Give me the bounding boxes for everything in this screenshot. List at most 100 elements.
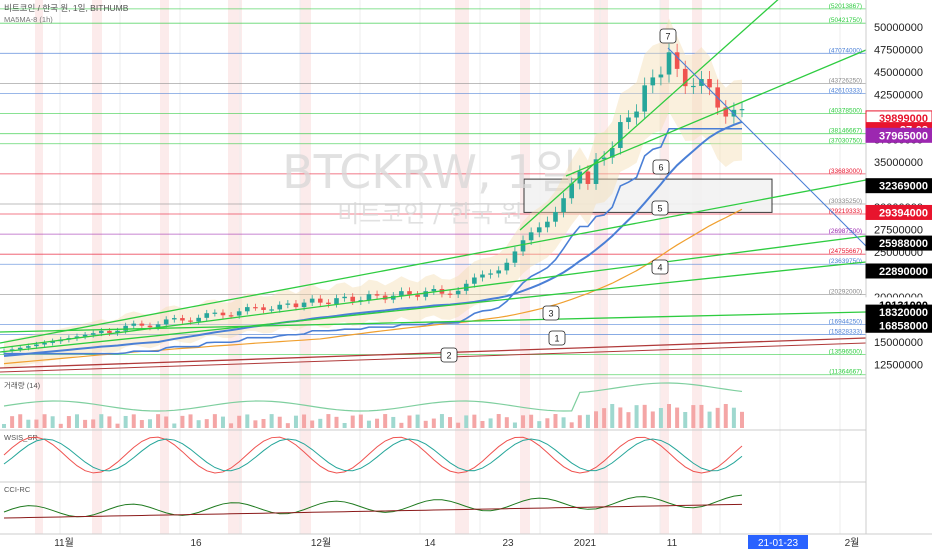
trend-line-green (0, 311, 867, 333)
volume-bar (91, 419, 96, 428)
volume-bar (699, 404, 704, 428)
volume-bar (383, 414, 388, 428)
watermark-symbol: BTCKRW, 1일 (282, 145, 578, 199)
candle-body (277, 304, 283, 310)
highlight-band (455, 0, 469, 534)
candle-body (123, 325, 128, 331)
candle-body (723, 107, 729, 117)
candle-body (253, 307, 258, 309)
time-tick-label: 23 (502, 538, 514, 549)
volume-bar (99, 414, 104, 428)
volume-bar (715, 407, 720, 428)
volume-bar (42, 414, 47, 428)
wave-label: 5 (657, 204, 662, 214)
time-tick-label: 12월 (311, 537, 331, 549)
level-label: (30335250) (829, 198, 862, 205)
candle-body (650, 77, 656, 86)
volume-bar (334, 416, 339, 428)
candle-body (626, 117, 631, 123)
level-label: (11364667) (829, 369, 862, 376)
wave-badge (651, 259, 669, 275)
volume-bar (253, 420, 258, 428)
candle-body (317, 298, 323, 303)
volume-bar (139, 420, 144, 428)
candle-body (415, 294, 420, 297)
candle-body (350, 296, 356, 302)
wave-badge (659, 28, 677, 44)
candle-body (374, 294, 380, 296)
highlight-band (160, 0, 169, 534)
volume-bar (472, 414, 477, 428)
candle-body (488, 273, 493, 275)
volume-bar (375, 418, 380, 428)
candle-body (569, 183, 574, 199)
price-tag-label: 25988000 (879, 238, 928, 250)
volume-bar (675, 407, 680, 428)
wave-label: 6 (658, 163, 663, 173)
candle-body (228, 315, 234, 317)
candle-body (618, 122, 623, 148)
candle-body (131, 323, 137, 326)
candle-body (115, 330, 120, 333)
volume-bar (650, 411, 655, 428)
wave-label: 3 (548, 309, 553, 319)
candle-body (577, 171, 583, 184)
date-tag-label: 21-01-23 (758, 538, 798, 549)
wave-badge (542, 305, 560, 321)
trend-line-red (0, 337, 867, 369)
volume-bar (439, 414, 444, 428)
level-label: (20292000) (829, 288, 862, 295)
level-label: (15828333) (829, 329, 862, 336)
volume-bar (585, 414, 590, 428)
level-label: (43726250) (829, 77, 862, 84)
highlight-band (92, 0, 102, 534)
candle-body (423, 291, 429, 297)
candle-body (285, 303, 291, 305)
candle-body (545, 221, 550, 228)
volume-bar (529, 414, 534, 428)
price-tag (865, 263, 932, 279)
volume-bar (74, 414, 79, 428)
candle-body (561, 198, 566, 213)
date-tag (748, 535, 808, 549)
volume-bar (245, 414, 250, 428)
volume-bar (302, 414, 307, 428)
volume-bar (448, 417, 453, 428)
price-tick-label: 42500000 (874, 90, 923, 102)
volume-bar (504, 417, 509, 428)
volume-bar (740, 411, 744, 428)
price-tag (865, 204, 932, 220)
volume-bar (569, 422, 574, 428)
watermark: BTCKRW, 1일 비트코인 / 한국 원 (282, 145, 578, 228)
candle-body (585, 171, 591, 184)
candle-body (691, 85, 696, 88)
candle-body (739, 109, 745, 111)
level-label: (16944250) (829, 319, 862, 326)
indicator-title: MA5MA-8 (1h) (4, 15, 53, 24)
candle-body (212, 312, 218, 314)
wave-label: 2 (446, 351, 451, 361)
time-tick-label: 11 (667, 538, 678, 549)
highlight-band (35, 0, 43, 534)
panel-title: 거래량 (14) (4, 381, 41, 390)
volume-bar (658, 408, 663, 428)
candle-body (472, 277, 477, 284)
price-tag-label: 39899000 (879, 113, 928, 125)
price-tick-label: 27500000 (874, 225, 923, 237)
volume-bar (342, 422, 347, 428)
candle-body (658, 74, 664, 78)
volume-bar (480, 420, 485, 428)
candle-body (480, 274, 485, 278)
volume-bar (237, 415, 242, 428)
volume-bar (723, 404, 728, 428)
volume-bar (626, 412, 631, 428)
candle-body (42, 342, 47, 345)
candle-body (155, 324, 161, 328)
candle-body (609, 147, 615, 158)
volume-bar (350, 415, 355, 428)
candle-body (90, 333, 96, 335)
volume-bar (229, 423, 234, 428)
price-tick-label: 15000000 (874, 337, 923, 349)
candle-body (99, 330, 104, 334)
